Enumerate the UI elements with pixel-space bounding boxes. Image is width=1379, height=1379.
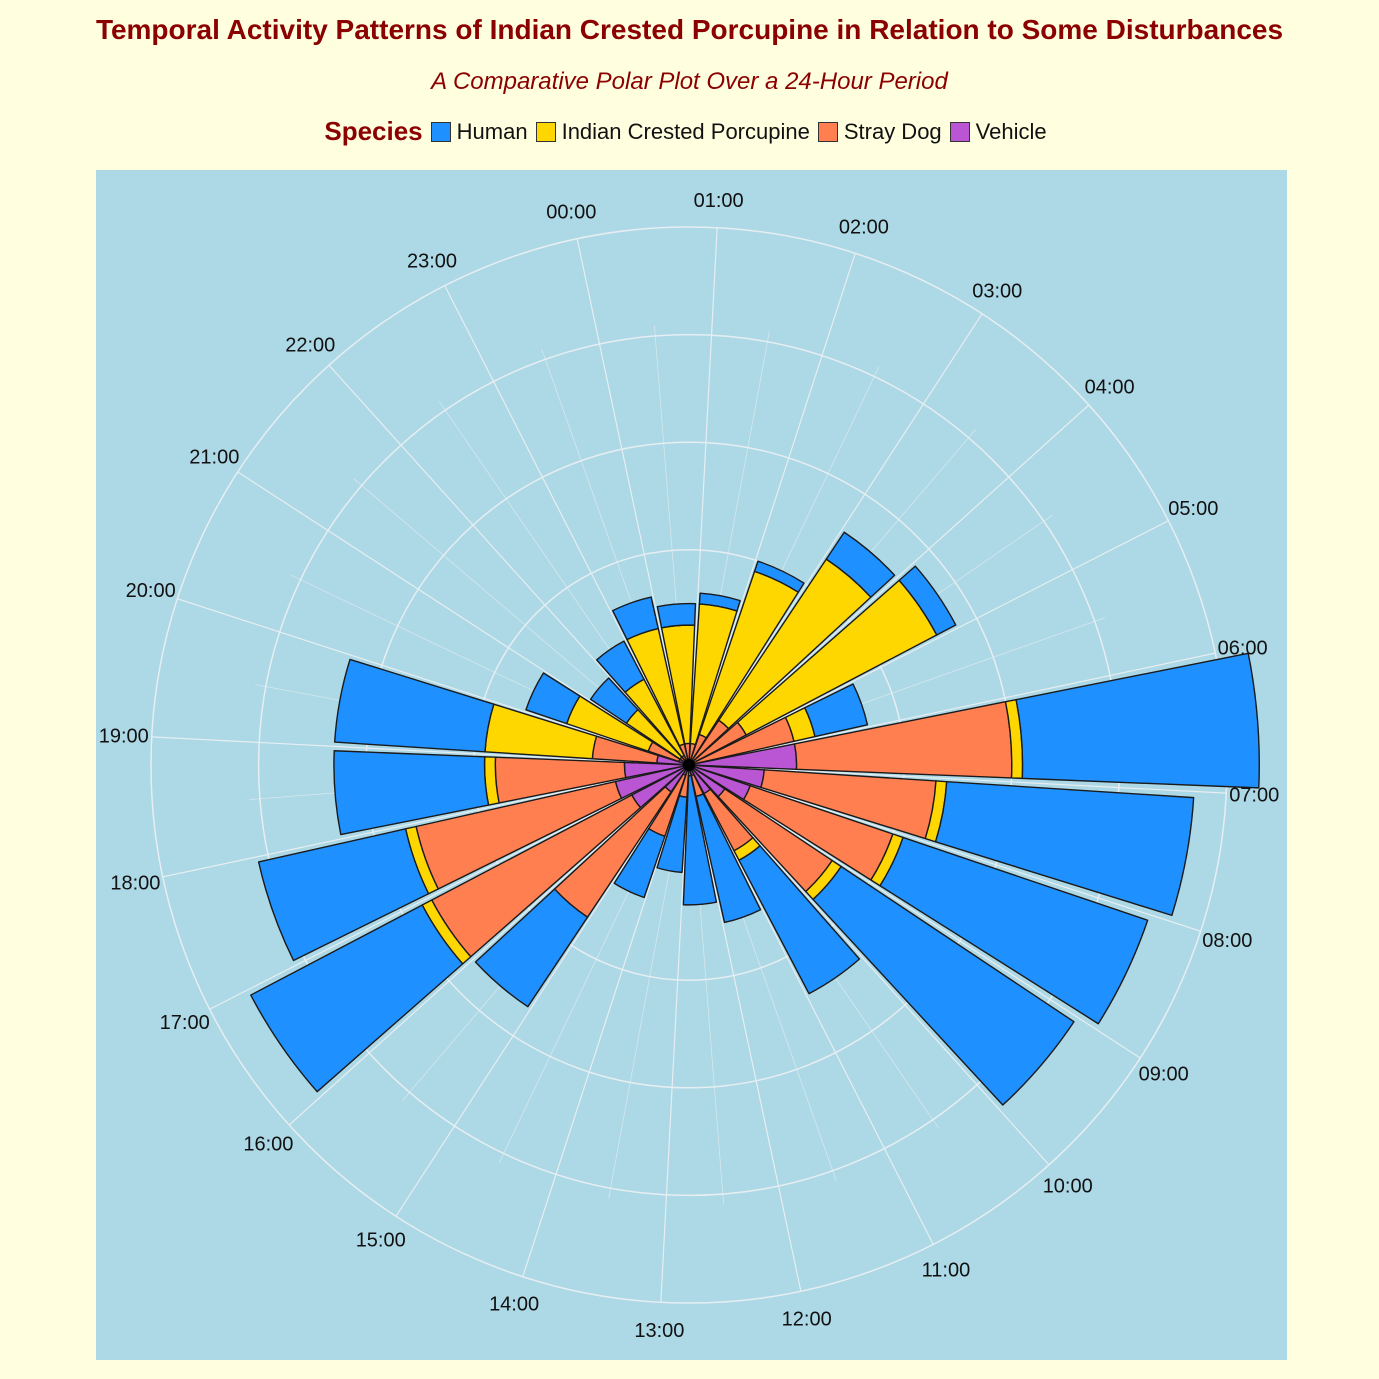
bar-human-1100 xyxy=(695,793,762,924)
hour-label-2100: 21:00 xyxy=(189,447,239,469)
hour-label-0700: 07:00 xyxy=(1229,785,1279,807)
grid-spoke xyxy=(444,285,690,766)
chart-title: Temporal Activity Patterns of Indian Cre… xyxy=(95,14,1284,45)
hour-label-0000: 00:00 xyxy=(546,201,596,223)
bar-human-1400 xyxy=(613,827,666,899)
grid-spoke xyxy=(395,764,690,1217)
bar-human-1900 xyxy=(333,658,495,753)
grid-spoke xyxy=(660,764,690,1303)
grid-spoke xyxy=(288,764,690,1126)
hour-label-1400: 14:00 xyxy=(489,1293,539,1315)
hour-label-2200: 22:00 xyxy=(285,334,335,356)
bar-human-1700 xyxy=(257,828,430,962)
bar-human-1600 xyxy=(250,904,464,1093)
bar-human-0600 xyxy=(1015,652,1260,789)
bar-human-0000 xyxy=(656,602,697,629)
legend-swatch-porcupine xyxy=(535,121,556,142)
hour-label-2300: 23:00 xyxy=(407,251,457,273)
hour-label-1000: 10:00 xyxy=(1043,1176,1093,1198)
hour-label-1600: 16:00 xyxy=(243,1134,293,1156)
grid-spoke xyxy=(576,238,690,766)
legend-label-human: Human xyxy=(456,118,528,144)
bar-human-1000 xyxy=(738,845,861,995)
grid-spoke xyxy=(688,764,1201,932)
hour-label-0100: 01:00 xyxy=(694,190,744,212)
legend-label-porcupine: Indian Crested Porcupine xyxy=(561,118,810,144)
bar-human-0300 xyxy=(825,531,896,598)
hour-label-1900: 19:00 xyxy=(99,725,149,747)
grid-spoke xyxy=(688,764,802,1292)
bar-human-2000 xyxy=(525,672,581,725)
bar-human-1200 xyxy=(682,774,718,906)
grid-spoke xyxy=(688,520,1169,766)
grid-spoke xyxy=(522,764,690,1277)
grid-spoke xyxy=(151,736,690,766)
grid-spoke xyxy=(177,598,690,766)
bar-human-1500 xyxy=(474,888,589,1008)
bar-human-1300 xyxy=(656,795,688,874)
hour-label-0900: 09:00 xyxy=(1139,1063,1189,1085)
hour-label-0300: 03:00 xyxy=(972,280,1022,302)
bar-human-2200 xyxy=(595,640,645,693)
grid-spoke xyxy=(688,227,718,766)
grid-spoke xyxy=(209,764,690,1010)
hour-label-1500: 15:00 xyxy=(356,1230,406,1252)
hour-labels: 00:00 01:00 02:00 03:00 04:00 05:00 06:00 07:00… xyxy=(99,190,1280,1342)
legend-swatch-human xyxy=(430,121,451,142)
hour-label-0800: 08:00 xyxy=(1202,930,1252,952)
legend-item-porcupine: Indian Crested Porcupine xyxy=(535,118,810,145)
hour-label-1800: 18:00 xyxy=(110,873,160,895)
grid-spoke xyxy=(688,313,983,766)
bar-human-0200 xyxy=(753,560,805,593)
bar-human-1800 xyxy=(333,750,490,836)
center-point xyxy=(683,759,695,771)
hour-label-2000: 20:00 xyxy=(126,580,176,602)
legend-title: Species xyxy=(324,116,423,146)
legend-label-vehicle: Vehicle xyxy=(975,118,1047,144)
hour-label-0500: 05:00 xyxy=(1168,498,1218,520)
bar-human-0700 xyxy=(934,780,1195,917)
chart-subtitle: A Comparative Polar Plot Over a 24-Hour … xyxy=(431,68,948,95)
bar-human-0400 xyxy=(898,565,957,636)
bars xyxy=(250,531,1260,1106)
legend-item-vehicle: Vehicle xyxy=(949,118,1047,145)
grid-spoke xyxy=(688,764,1050,1166)
hour-label-1300: 13:00 xyxy=(634,1320,684,1342)
grid-spoke xyxy=(688,764,1227,794)
bar-human-2100 xyxy=(589,677,639,724)
hour-label-0400: 04:00 xyxy=(1085,376,1135,398)
grid-spoke xyxy=(688,764,934,1245)
legend-swatch-vehicle xyxy=(949,121,970,142)
legend-swatch-stray-dog xyxy=(817,121,838,142)
grid-spoke xyxy=(162,764,690,878)
grid-spoke xyxy=(688,764,1141,1059)
legend-item-human: Human xyxy=(430,118,528,145)
hour-label-0200: 02:00 xyxy=(839,217,889,239)
legend-item-stray-dog: Stray Dog xyxy=(817,118,942,145)
legend: Species Human Indian Crested Porcupine S… xyxy=(0,116,1379,147)
grid-spoke xyxy=(688,404,1090,766)
hour-label-1700: 17:00 xyxy=(160,1012,210,1034)
grid-spoke xyxy=(328,364,690,766)
bar-human-2300 xyxy=(612,596,659,641)
bar-human-0900 xyxy=(812,865,1075,1106)
hour-label-1200: 12:00 xyxy=(782,1309,832,1331)
grid-spoke xyxy=(688,253,856,766)
grid-spoke xyxy=(688,652,1216,766)
grid-spoke xyxy=(237,471,690,766)
bar-human-0100 xyxy=(698,592,741,612)
hour-label-1100: 11:00 xyxy=(922,1259,971,1281)
bar-human-0800 xyxy=(879,836,1149,1025)
hour-label-0600: 06:00 xyxy=(1218,637,1268,659)
bar-human-0500 xyxy=(804,683,869,738)
legend-label-stray-dog: Stray Dog xyxy=(843,118,942,144)
